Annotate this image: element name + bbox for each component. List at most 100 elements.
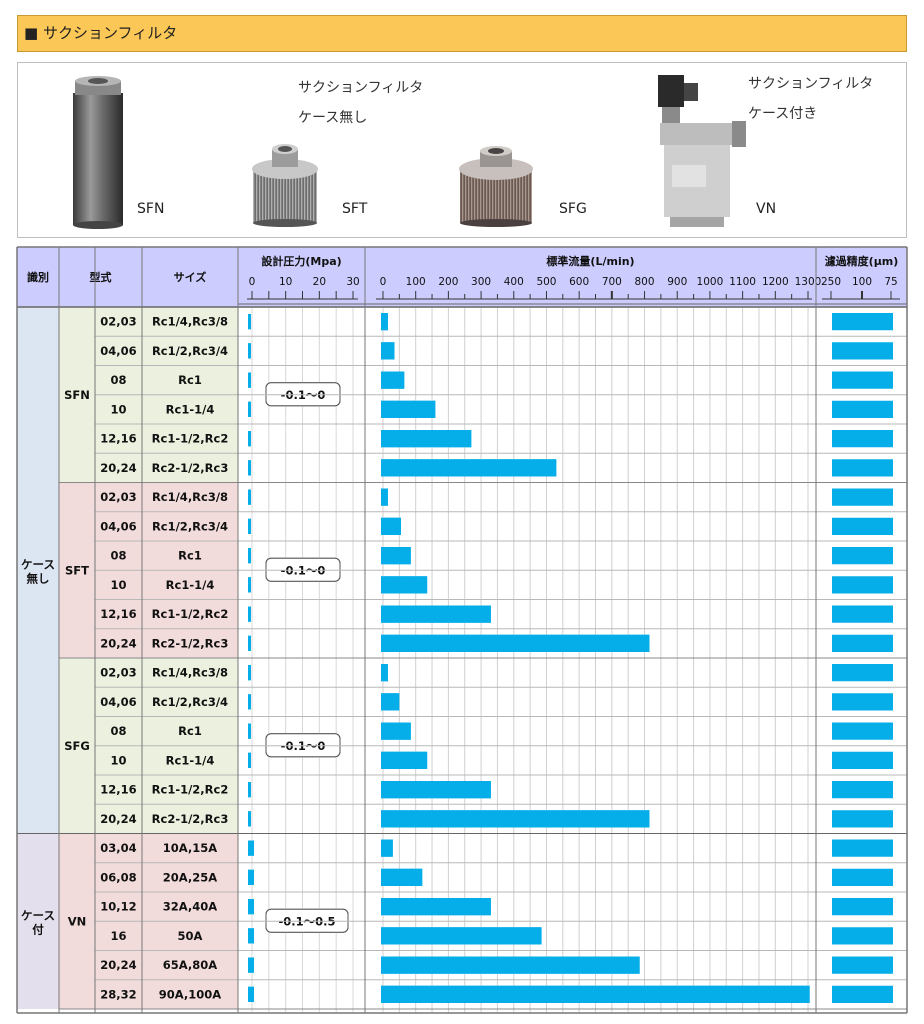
caption-no-case-line2: ケース無し [298,110,368,126]
flow-tick-label: 0 [380,276,387,288]
flow-bar [381,868,423,886]
pressure-bar [248,518,251,534]
row-code: 28,32 [100,987,136,1001]
row-size: Rc1-1/2,Rc2 [152,783,229,797]
row-bg [95,628,238,658]
row-size: 90A,100A [159,987,221,1001]
model-group-cell [59,833,95,1009]
row-code: 04,06 [100,695,136,709]
flow-bar [381,547,411,565]
row-code: 12,16 [100,607,136,621]
model-group-cell [59,482,95,658]
row-size: Rc1-1/4 [166,753,215,767]
pressure-tick-label: 30 [346,276,359,288]
category-label: ケース [21,557,55,571]
row-code: 02,03 [100,315,136,329]
flow-tick-label: 100 [406,276,426,288]
flow-bar [381,664,388,682]
row-size: Rc2-1/2,Rc3 [152,812,229,826]
precision-bar [832,459,893,477]
pressure-bar [248,401,251,417]
precision-bar [832,751,893,769]
precision-bar [832,810,893,828]
model-label: VN [68,914,87,928]
pressure-bar [248,665,251,681]
precision-bar [832,839,893,857]
row-bg [95,336,238,366]
precision-bar [832,722,893,740]
caption-no-case-line1: サクションフィルタ [298,80,424,96]
precision-bar [832,634,893,652]
pressure-bar [248,606,251,622]
page-title: ■ サクションフィルタ [17,15,907,52]
pressure-bar [248,372,251,388]
row-bg [95,365,238,395]
row-code: 12,16 [100,432,136,446]
flow-bar [381,810,650,828]
vn-label: VN [756,201,777,217]
flow-tick-label: 400 [504,276,524,288]
flow-tick-label: 500 [536,276,556,288]
flow-bar [381,722,411,740]
flow-bar [381,927,542,945]
pressure-bar [248,431,251,447]
row-size: 10A,15A [163,841,217,855]
row-size: Rc2-1/2,Rc3 [152,461,229,475]
precision-bar [832,371,893,389]
pressure-bar [248,957,254,973]
precision-tick-label: 250 [821,276,841,288]
row-size: Rc1/2,Rc3/4 [152,344,228,358]
sfg-product-image [459,146,533,227]
model-label: SFG [64,739,90,753]
model-label: SFT [65,563,89,577]
row-code: 04,06 [100,519,136,533]
precision-bar [832,547,893,565]
flow-tick-label: 1100 [729,276,756,288]
row-bg [95,482,238,512]
row-bg [95,453,238,483]
pressure-bar [248,811,251,827]
precision-bar [832,985,893,1003]
row-bg [95,658,238,688]
flow-bar [381,956,640,974]
header-precision: 濾過精度(μm) [825,254,899,268]
precision-tick-label: 75 [884,276,897,288]
row-size: Rc1/4,Rc3/8 [152,490,228,504]
row-size: 20A,25A [163,870,217,884]
pressure-bar [248,489,251,505]
precision-bar [832,927,893,945]
pressure-bar [248,577,251,593]
row-size: Rc2-1/2,Rc3 [152,636,229,650]
category-label: 付 [32,922,44,936]
header-flow: 標準流量(L/min) [546,254,634,268]
pressure-bar [248,314,251,330]
row-bg [95,804,238,834]
caption-case-line2: ケース付き [748,106,818,122]
row-size: Rc1 [178,549,202,563]
row-size: Rc1-1/2,Rc2 [152,432,229,446]
row-bg [95,950,238,980]
category-cell [17,833,59,1009]
row-code: 08 [110,724,126,738]
category-label: 無し [27,571,50,585]
row-bg [95,775,238,805]
flow-tick-label: 1000 [697,276,724,288]
sft-product-image [252,144,318,227]
row-size: 50A [178,929,203,943]
pressure-bar [248,723,251,739]
row-bg [95,599,238,629]
category-label: ケース [21,908,55,922]
precision-bar [832,342,893,360]
row-bg [95,716,238,746]
flow-tick-label: 900 [667,276,687,288]
row-size: Rc1 [178,724,202,738]
row-bg [95,979,238,1009]
row-code: 06,08 [100,870,136,884]
row-size: Rc1/4,Rc3/8 [152,666,228,680]
precision-bar [832,430,893,448]
row-size: Rc1/2,Rc3/4 [152,695,228,709]
flow-bar [381,430,472,448]
row-size: 65A,80A [163,958,217,972]
header-model: 型式 [90,270,112,284]
flow-bar [381,488,388,506]
